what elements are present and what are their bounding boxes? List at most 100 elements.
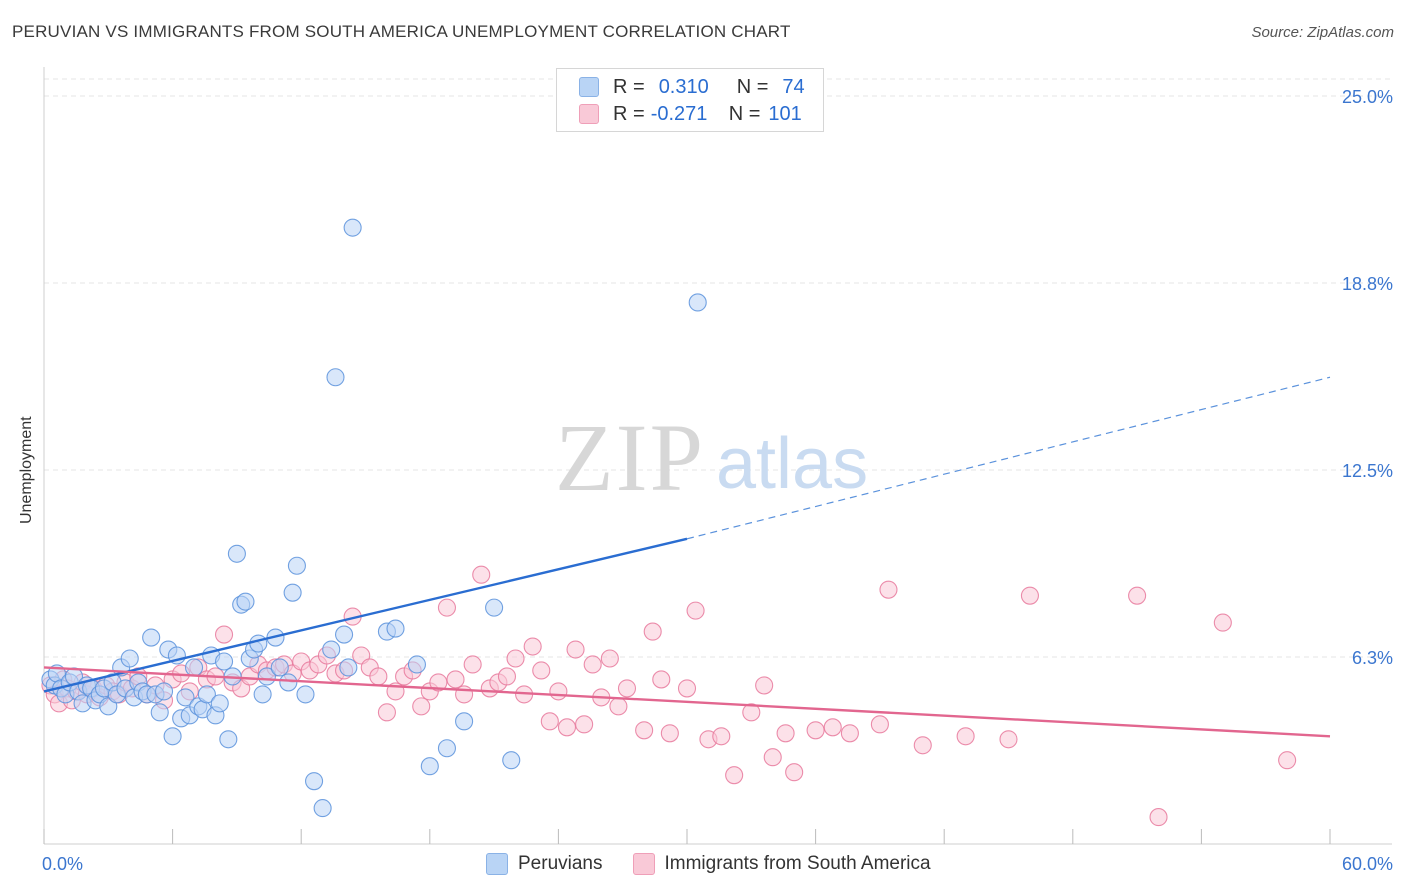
y-axis-label-wrap: Unemployment xyxy=(4,416,44,524)
trend-line-peruvians-projection xyxy=(686,376,1331,540)
data-point xyxy=(407,655,426,674)
data-point xyxy=(287,556,306,575)
data-point xyxy=(429,673,448,692)
watermark: ZIP atlas xyxy=(555,404,868,511)
data-point xyxy=(1128,586,1147,605)
data-point xyxy=(120,649,139,668)
data-point xyxy=(485,598,504,617)
data-point xyxy=(154,682,174,701)
watermark-zip: ZIP xyxy=(555,404,705,511)
data-point xyxy=(1278,751,1297,770)
data-point xyxy=(600,649,619,668)
data-point xyxy=(686,601,705,620)
data-point xyxy=(609,697,628,716)
y-tick-label: 18.8% xyxy=(1342,274,1393,294)
data-point xyxy=(763,748,782,767)
data-point xyxy=(176,688,195,707)
data-point xyxy=(785,763,804,782)
data-point xyxy=(806,721,825,740)
data-point xyxy=(776,724,795,743)
data-point xyxy=(214,625,234,644)
data-point xyxy=(549,682,568,701)
data-point xyxy=(377,703,396,722)
data-point xyxy=(956,727,975,746)
data-point xyxy=(227,544,246,563)
data-point xyxy=(313,799,332,818)
x-tick-label: 60.0% xyxy=(1342,854,1393,874)
data-point xyxy=(236,592,255,611)
data-point xyxy=(339,658,358,677)
legend-r-value: 0.310 xyxy=(658,75,709,98)
source-label: Source: ZipAtlas.com xyxy=(1251,24,1394,41)
legend-swatch-blue xyxy=(486,853,508,875)
data-point xyxy=(1149,808,1168,827)
data-point xyxy=(249,634,268,653)
data-point xyxy=(412,697,431,716)
data-point xyxy=(197,685,216,704)
data-point xyxy=(502,751,521,770)
legend-label-immigrants: Immigrants from South America xyxy=(664,853,931,874)
data-point xyxy=(163,727,182,746)
legend-item-peruvians[interactable]: Peruvians xyxy=(486,853,603,875)
data-point xyxy=(446,670,465,689)
data-point xyxy=(219,730,238,749)
data-point xyxy=(386,619,405,638)
data-point xyxy=(463,655,482,674)
legend-item-immigrants[interactable]: Immigrants from South America xyxy=(632,853,931,875)
data-point xyxy=(270,658,289,677)
data-point xyxy=(870,715,889,734)
data-point xyxy=(1213,613,1232,632)
tick-labels: 6.3% 12.5% 18.8% 25.0% 0.0% 60.0% xyxy=(42,87,1393,874)
legend-row-immigrants: R = -0.271 N = 101 xyxy=(579,102,802,126)
data-point xyxy=(210,694,229,713)
data-point xyxy=(575,715,594,734)
series-immigrants xyxy=(41,565,1297,827)
legend-swatch-pink xyxy=(579,104,599,124)
data-point xyxy=(557,718,577,737)
data-point xyxy=(369,667,388,686)
trend-lines xyxy=(43,376,1331,738)
correlation-legend: R = 0.310 N = 74 R = -0.271 N = 101 xyxy=(556,68,824,132)
data-point xyxy=(523,637,542,656)
data-point xyxy=(420,757,439,776)
data-point xyxy=(322,640,341,659)
series-peruvians xyxy=(41,218,707,818)
legend-swatch-pink xyxy=(632,853,655,875)
data-point xyxy=(635,721,654,740)
data-point xyxy=(823,718,842,737)
y-tick-label: 25.0% xyxy=(1342,87,1393,107)
y-tick-label: 12.5% xyxy=(1342,461,1393,481)
data-point xyxy=(214,652,234,671)
data-point xyxy=(652,670,671,689)
y-axis-label: Unemployment xyxy=(18,416,35,524)
data-point xyxy=(472,565,491,584)
data-point xyxy=(532,661,551,680)
data-point xyxy=(279,673,298,692)
data-point xyxy=(688,293,707,312)
data-point xyxy=(999,730,1018,749)
data-point xyxy=(506,649,525,668)
data-point xyxy=(142,628,161,647)
data-point xyxy=(343,218,362,237)
data-point xyxy=(755,676,774,695)
data-point xyxy=(725,766,744,785)
data-point xyxy=(296,685,315,704)
data-point xyxy=(660,724,679,743)
grid-lines xyxy=(44,78,1392,658)
legend-n-label: N = xyxy=(736,75,769,98)
axes xyxy=(43,67,1392,845)
data-point xyxy=(455,712,474,731)
legend-r-value: -0.271 xyxy=(650,102,708,125)
trend-line-immigrants xyxy=(43,666,1331,738)
watermark-atlas: atlas xyxy=(716,424,868,504)
x-tick-label: 0.0% xyxy=(42,854,83,874)
legend-n-label: N = xyxy=(728,102,761,125)
data-point xyxy=(335,625,354,644)
data-point xyxy=(617,679,637,698)
data-point xyxy=(437,598,456,617)
data-point xyxy=(253,685,272,704)
data-point xyxy=(326,368,345,387)
legend-r-label: R = xyxy=(613,102,645,125)
chart-title: PERUVIAN VS IMMIGRANTS FROM SOUTH AMERIC… xyxy=(12,22,791,41)
